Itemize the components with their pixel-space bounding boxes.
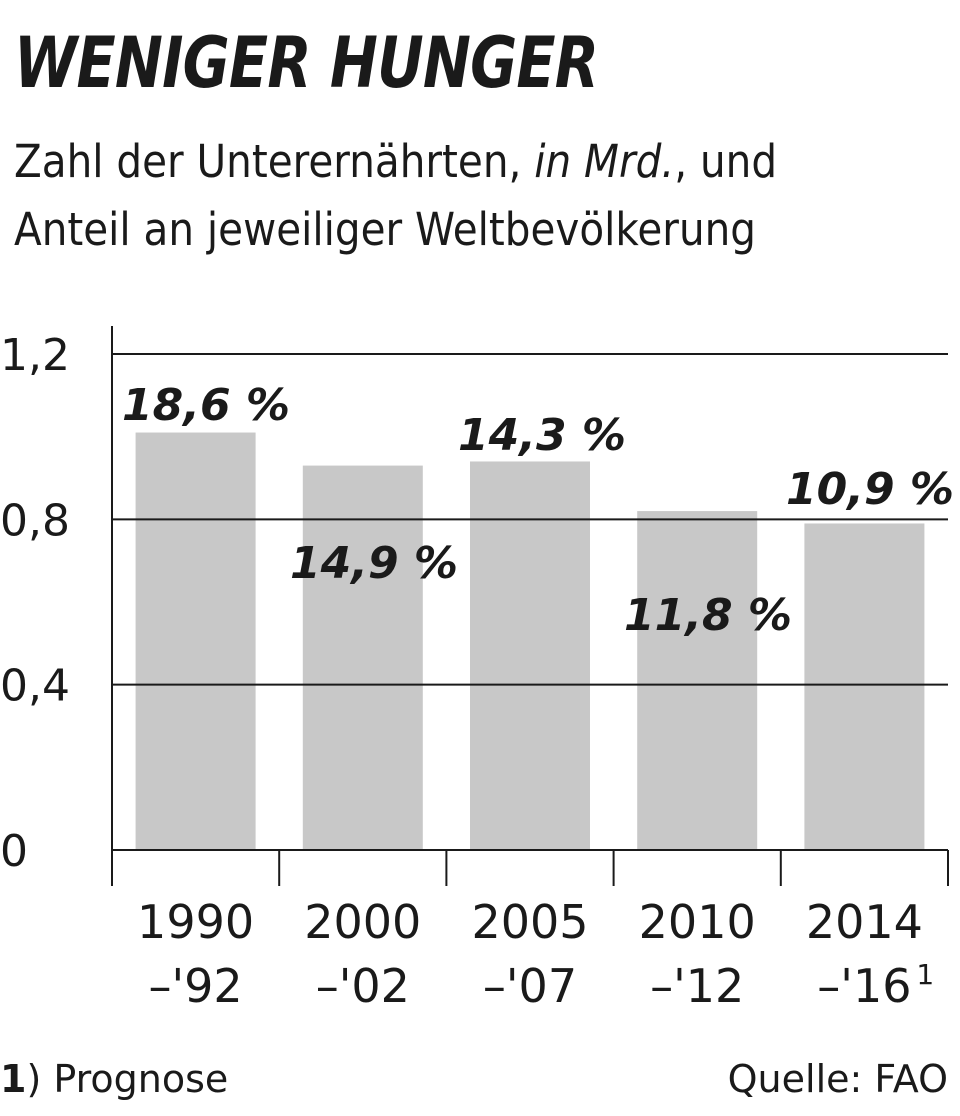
chart-title: WENIGER HUNGER bbox=[14, 22, 599, 104]
bar-1 bbox=[302, 465, 423, 850]
x-tick-label-4-footnote-mark: 1 bbox=[916, 958, 934, 991]
subtitle-prefix: Zahl der Unterernährten, bbox=[14, 135, 535, 188]
x-tick-label-0-range: –'92 bbox=[149, 959, 243, 1013]
bar-chart: 0 0,4 0,8 1,2 1990 –'92 2000 –'02 2005 –'07 2010 –'… bbox=[0, 326, 954, 1013]
subtitle-line-2: Anteil an jeweiliger Weltbevölkerung bbox=[14, 203, 756, 256]
x-tick-label-3-year: 2010 bbox=[639, 895, 756, 949]
footnote-text: ) Prognose bbox=[26, 1057, 229, 1101]
y-tick-label-0: 0 bbox=[0, 826, 28, 877]
x-tick-label-0-year: 1990 bbox=[137, 895, 254, 949]
bar-3 bbox=[637, 511, 758, 850]
y-tick-label-1: 0,4 bbox=[0, 661, 70, 712]
bar-0 bbox=[135, 432, 256, 850]
x-tick-label-3-range: –'12 bbox=[650, 959, 744, 1013]
footnote: 1) Prognose bbox=[0, 1060, 228, 1098]
y-tick-label-3: 1,2 bbox=[0, 330, 70, 381]
y-tick-label-2: 0,8 bbox=[0, 495, 70, 546]
x-tick-label-1-range: –'02 bbox=[316, 959, 410, 1013]
footnote-marker: 1 bbox=[0, 1057, 27, 1101]
x-tick-label-2-range: –'07 bbox=[483, 959, 577, 1013]
bar-4 bbox=[804, 523, 925, 850]
x-tick-label-4-year: 2014 bbox=[806, 895, 923, 949]
source-note: Quelle: FAO bbox=[727, 1057, 948, 1101]
x-tick-label-1-year: 2000 bbox=[304, 895, 421, 949]
x-tick-label-2-year: 2005 bbox=[471, 895, 588, 949]
subtitle-suffix: , und bbox=[674, 135, 778, 188]
x-tick-label-4-range: –'16 bbox=[817, 959, 911, 1013]
data-label-2: 14,3 % bbox=[458, 410, 626, 461]
bar-2 bbox=[470, 461, 590, 850]
data-label-4: 10,9 % bbox=[786, 464, 954, 515]
data-label-1: 14,9 % bbox=[290, 538, 458, 589]
data-label-3: 11,8 % bbox=[624, 590, 792, 641]
chart-subtitle: Zahl der Unterernährten, in Mrd., und An… bbox=[14, 128, 777, 264]
subtitle-unit: in Mrd. bbox=[534, 135, 675, 188]
subtitle-line-1: Zahl der Unterernährten, in Mrd., und bbox=[14, 128, 777, 196]
data-label-0: 18,6 % bbox=[122, 380, 290, 431]
